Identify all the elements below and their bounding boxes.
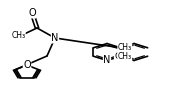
Text: CH₃: CH₃ (11, 31, 25, 40)
Text: CH₃: CH₃ (118, 52, 132, 61)
Text: CH₃: CH₃ (118, 43, 132, 52)
Text: Cl: Cl (114, 52, 123, 61)
Text: O: O (28, 8, 36, 18)
Text: N: N (51, 33, 59, 43)
Text: O: O (23, 60, 31, 70)
Text: N: N (103, 55, 111, 66)
